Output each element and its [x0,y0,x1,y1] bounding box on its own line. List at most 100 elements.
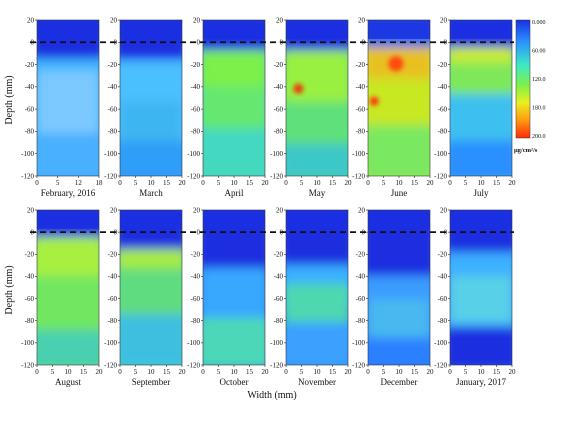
y-tick-label: -80 [438,128,448,136]
heatmap-image [203,210,265,365]
y-tick-label: -20 [25,61,35,69]
x-tick-label: 10 [148,368,156,376]
heatmap-region [286,50,348,110]
y-tick-label: -120 [21,361,34,369]
x-tick-label: 15 [80,368,88,376]
x-tick-label: 10 [148,179,156,187]
y-tick-label: 20 [110,16,118,24]
colorbar-unit-label: μg/cm²/s [514,147,538,154]
y-tick-label: -60 [25,105,35,113]
y-tick-label: -60 [108,295,118,303]
heatmap-region [37,210,99,229]
y-tick-label: -120 [352,172,365,180]
panel-month-label: March [139,188,163,198]
heatmap-image [37,20,99,176]
heatmap-region [368,210,430,229]
x-tick-label: 0 [448,368,452,376]
y-tick-label: -20 [438,251,448,259]
x-tick-label: 5 [464,179,468,187]
x-tick-label: 20 [345,179,353,187]
heatmap-hotspot [388,56,404,72]
x-tick-label: 0 [366,368,370,376]
heatmap-region [203,20,265,39]
y-axis-label-bottom: Depth (mm) [4,265,15,314]
x-tick-label: 0 [201,368,205,376]
y-tick-label: -60 [274,295,284,303]
heatmap-region [286,283,348,326]
heatmap-region [203,210,265,229]
x-tick-label: 15 [493,368,501,376]
y-tick-label: 20 [193,16,201,24]
y-tick-label: 0 [197,39,201,47]
y-tick-label: -100 [104,339,117,347]
y-tick-label: -120 [352,361,365,369]
heatmap-region [450,210,512,229]
y-tick-label: -40 [438,273,448,281]
panel-month-label: May [309,188,326,198]
heatmap-region [450,275,512,323]
heatmap-region [120,268,182,323]
x-tick-label: 5 [217,368,221,376]
panel-month-label: April [225,188,244,198]
y-tick-label: -60 [356,105,366,113]
heatmap-region [120,314,182,365]
x-tick-label: 5 [134,368,138,376]
colorbar-tick-label: 200.0 [532,134,546,140]
y-tick-label: -40 [191,83,201,91]
panel-frame [36,19,100,177]
y-tick-label: -120 [187,361,200,369]
x-tick-label: 10 [478,179,486,187]
x-tick-label: 15 [411,179,419,187]
y-tick-label: -80 [25,128,35,136]
x-tick-label: 0 [118,368,122,376]
panel-month-label: July [473,188,489,198]
panel-month-label: January, 2017 [456,377,506,387]
panel-month-label: September [132,377,171,387]
colorbar-tick-label: 180.0 [532,106,546,112]
x-tick-label: 5 [300,179,304,187]
x-tick-label: 10 [231,179,239,187]
colorbar: 0.000 60.00 120.0 180.0 200.0 μg/cm²/s [514,19,546,154]
y-tick-label: -60 [25,295,35,303]
y-tick-label: -60 [356,295,366,303]
y-tick-label: -100 [270,339,283,347]
heatmap-image [120,20,182,176]
y-tick-label: 20 [276,16,284,24]
x-tick-label: 20 [179,179,187,187]
x-tick-label: 10 [314,179,322,187]
heatmap-image [286,210,348,365]
x-tick-label: 5 [217,179,221,187]
x-tick-label: 15 [329,368,337,376]
x-tick-label: 15 [246,368,254,376]
y-tick-label: -100 [21,150,34,158]
x-tick-label: 5 [51,368,55,376]
heatmap-hotspot [369,96,379,106]
heatmap-region [37,20,99,39]
heatmap-image [450,20,512,176]
x-tick-label: 20 [96,368,104,376]
y-tick-label: -60 [274,105,284,113]
heatmap-region [450,140,512,176]
heatmap-region [368,337,430,365]
y-tick-label: -20 [191,251,201,259]
y-tick-label: 20 [27,16,35,24]
y-tick-label: -20 [274,251,284,259]
heatmap-region [37,133,99,176]
x-tick-label: 0 [35,368,39,376]
heatmap-image [368,210,430,365]
y-tick-label: -120 [104,361,117,369]
heatmap-region [37,330,99,365]
x-tick-label: 15 [246,179,254,187]
colorbar-gradient [515,19,531,139]
y-tick-label: 20 [358,16,366,24]
y-tick-label: -60 [108,105,118,113]
x-tick-label: 0 [448,179,452,187]
heatmap-region [203,268,265,323]
panel-month-label: February, 2016 [41,188,96,198]
x-axis-label: Width (mm) [247,390,296,401]
heatmap-region [286,210,348,229]
